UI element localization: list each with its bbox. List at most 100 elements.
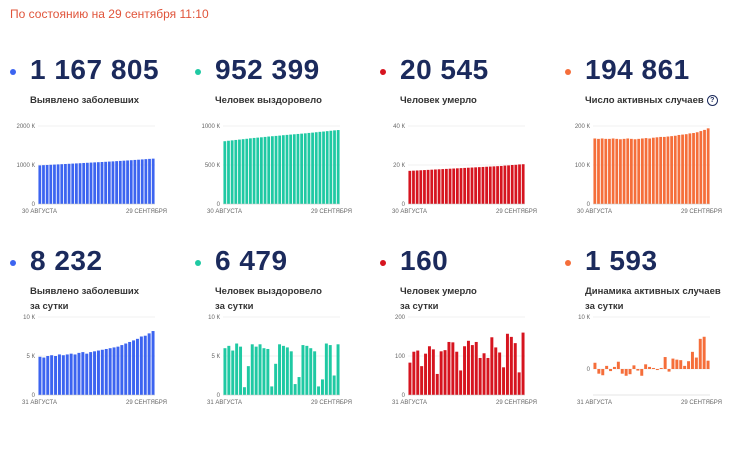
bar <box>313 351 317 395</box>
stat-label: Человек умерло <box>400 93 477 108</box>
bar <box>104 348 108 395</box>
bar <box>38 165 42 204</box>
bar <box>692 133 695 204</box>
bar <box>632 365 636 369</box>
bar <box>419 170 423 204</box>
bar <box>100 161 104 204</box>
y-tick-label: 100 К <box>575 163 591 169</box>
stat-panel-daily-recovered: 6 479 Человек выздоровело за сутки 0 5 К 10 К… <box>195 243 377 453</box>
bar <box>300 133 303 204</box>
bar <box>648 138 652 204</box>
y-tick-label: 0 <box>587 367 591 373</box>
bar <box>241 139 245 204</box>
stat-label-line: Выявлено заболевших <box>30 95 139 106</box>
bar <box>301 345 305 395</box>
bar <box>256 137 260 204</box>
bar <box>151 331 155 395</box>
bar <box>447 341 451 395</box>
bar <box>648 366 652 369</box>
y-tick-label: 0 <box>32 202 36 208</box>
bar <box>494 347 498 395</box>
bar <box>274 135 278 204</box>
bar <box>466 340 470 395</box>
bar <box>455 168 459 204</box>
y-tick-label: 200 <box>395 315 406 321</box>
bar <box>486 357 490 395</box>
bar <box>694 357 698 369</box>
bar <box>42 165 45 204</box>
stat-label-line: за сутки <box>585 301 624 312</box>
x-end-label: 29 СЕНТЯБРЯ <box>496 400 537 406</box>
stat-label: Динамика активных случаев за сутки <box>585 284 721 314</box>
x-end-label: 29 СЕНТЯБРЯ <box>126 209 167 215</box>
bar <box>502 367 506 395</box>
stat-label-line: Человек выздоровело <box>215 286 322 297</box>
bar <box>289 134 293 204</box>
bar <box>296 133 300 204</box>
bar <box>140 159 144 204</box>
help-icon[interactable]: ? <box>706 95 718 106</box>
bar <box>408 362 412 395</box>
bar <box>254 346 258 395</box>
bar <box>42 357 46 395</box>
bar <box>677 134 681 204</box>
bar <box>482 353 486 395</box>
bar <box>612 366 616 369</box>
bar <box>459 370 463 395</box>
bar <box>620 369 624 374</box>
bar <box>492 166 496 204</box>
y-tick-label: 10 К <box>208 315 220 321</box>
bar <box>597 369 601 374</box>
bar <box>615 138 619 204</box>
y-tick-label: 0 <box>402 393 406 399</box>
bar <box>470 167 474 204</box>
bar <box>252 137 256 204</box>
y-tick-label: 0 <box>587 202 591 208</box>
bar <box>619 139 622 204</box>
bar <box>466 167 470 204</box>
bar <box>443 350 447 395</box>
bar <box>474 167 478 204</box>
stat-label-line: за сутки <box>30 301 69 312</box>
x-start-label: 30 АВГУСТА <box>577 209 612 215</box>
y-tick-label: 5 К <box>212 354 221 360</box>
bar <box>478 357 482 395</box>
bar <box>270 136 274 204</box>
bar <box>663 357 667 369</box>
bar <box>238 139 241 204</box>
bar-chart: 0 1000 К 2000 К 30 АВГУСТА 29 СЕНТЯБРЯ <box>16 124 167 215</box>
bar <box>235 343 239 395</box>
bar <box>311 132 314 204</box>
bar <box>246 366 250 395</box>
bar <box>132 340 136 395</box>
bar <box>624 369 628 376</box>
bar <box>73 354 77 395</box>
stat-label: Выявлено заболевших <box>30 93 139 108</box>
bar <box>514 164 518 204</box>
bar <box>89 352 93 395</box>
stat-panel-active: 194 861 Число активных случаев? 0 100 К 200 … <box>565 52 730 262</box>
bar <box>78 163 82 204</box>
x-end-label: 29 СЕНТЯБРЯ <box>311 400 352 406</box>
bar <box>626 138 630 204</box>
stat-value: 194 861 <box>585 54 690 85</box>
bar <box>498 352 502 395</box>
bar <box>651 367 655 369</box>
bar <box>698 338 702 369</box>
bullet-dot-icon <box>10 69 16 75</box>
bar <box>71 163 75 204</box>
y-tick-label: 1000 К <box>201 124 220 130</box>
bar <box>616 361 620 369</box>
bar <box>245 138 249 204</box>
bar <box>431 349 435 395</box>
bar <box>267 136 271 204</box>
bar <box>328 345 332 395</box>
bar <box>278 344 282 395</box>
bar <box>477 167 481 204</box>
bar <box>593 362 597 369</box>
y-tick-label: 20 К <box>393 163 405 169</box>
bar <box>470 345 474 395</box>
bar <box>609 369 613 372</box>
bar <box>242 387 246 395</box>
bar <box>333 130 336 204</box>
